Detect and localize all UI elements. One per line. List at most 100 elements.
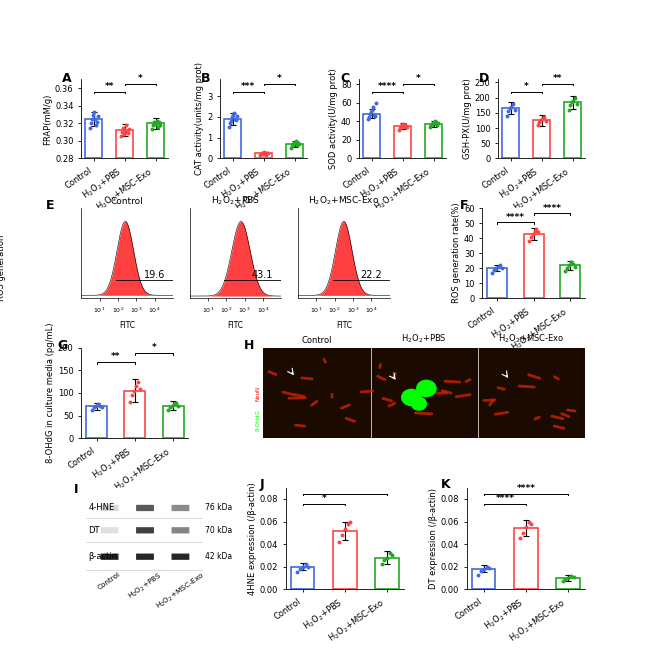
Bar xyxy=(556,578,580,589)
Text: *: * xyxy=(138,74,142,83)
Point xyxy=(150,119,161,130)
Point xyxy=(124,123,134,134)
Point xyxy=(503,106,514,117)
Point xyxy=(430,118,441,129)
Text: 43.1: 43.1 xyxy=(252,270,274,281)
Bar xyxy=(376,557,398,589)
Point xyxy=(568,95,578,106)
Text: β-actin: β-actin xyxy=(88,552,118,561)
Point xyxy=(169,399,179,410)
Point xyxy=(532,120,543,130)
X-axis label: FITC: FITC xyxy=(336,320,352,330)
Text: *: * xyxy=(151,344,156,352)
Point xyxy=(155,120,165,130)
Text: *: * xyxy=(524,82,528,91)
Point xyxy=(293,139,304,150)
Point xyxy=(521,522,531,532)
Text: ****: **** xyxy=(542,203,562,213)
Point xyxy=(131,381,141,391)
Point xyxy=(478,563,489,574)
Bar xyxy=(533,120,550,158)
Point xyxy=(428,117,439,128)
Point xyxy=(560,574,571,585)
Bar xyxy=(291,567,315,589)
FancyBboxPatch shape xyxy=(172,505,189,511)
Bar xyxy=(162,406,183,438)
Text: ***: *** xyxy=(241,82,255,91)
Bar xyxy=(502,109,519,158)
Point xyxy=(289,136,300,147)
Text: DT: DT xyxy=(88,526,100,535)
Y-axis label: 4HNE expression (/β-actin): 4HNE expression (/β-actin) xyxy=(248,482,257,594)
Point xyxy=(116,131,126,142)
Y-axis label: GSH-PX(U/mg prot): GSH-PX(U/mg prot) xyxy=(463,79,472,160)
Point xyxy=(298,561,308,572)
Point xyxy=(292,138,303,149)
Point xyxy=(570,93,580,103)
Point xyxy=(397,118,408,129)
Text: H: H xyxy=(244,339,255,352)
Text: A: A xyxy=(62,71,72,85)
Point xyxy=(226,116,236,126)
Point xyxy=(231,111,242,121)
Text: F: F xyxy=(460,199,468,212)
Point xyxy=(396,120,407,130)
Point xyxy=(231,115,241,125)
Point xyxy=(153,117,164,128)
Title: H$_2$O$_2$+PBS: H$_2$O$_2$+PBS xyxy=(211,195,260,207)
Point xyxy=(534,117,544,127)
Point xyxy=(510,105,520,115)
Point xyxy=(508,99,518,109)
Point xyxy=(337,530,347,540)
Point xyxy=(151,115,162,126)
Point xyxy=(257,148,268,159)
Text: Control: Control xyxy=(302,336,332,345)
Point xyxy=(255,149,266,160)
Circle shape xyxy=(411,397,426,410)
Bar xyxy=(124,391,146,438)
Point xyxy=(229,107,239,118)
Point xyxy=(484,563,495,573)
Point xyxy=(495,260,505,271)
Point xyxy=(367,105,377,115)
Point xyxy=(571,99,582,109)
Text: I: I xyxy=(74,483,79,496)
Title: Control: Control xyxy=(111,197,144,206)
Point xyxy=(562,263,573,273)
Point xyxy=(493,261,503,272)
Point xyxy=(167,401,177,411)
Point xyxy=(565,100,575,111)
Text: Control: Control xyxy=(98,571,122,591)
Point xyxy=(489,264,499,275)
Text: C: C xyxy=(340,71,349,85)
Text: 42 kDa: 42 kDa xyxy=(205,552,231,561)
Text: ****: **** xyxy=(517,484,536,493)
Point xyxy=(92,117,102,127)
Text: G: G xyxy=(58,339,68,352)
Text: ****: **** xyxy=(506,213,525,222)
Point xyxy=(146,123,157,134)
Point xyxy=(263,148,273,158)
Point xyxy=(537,114,547,124)
Point xyxy=(497,263,507,273)
Point xyxy=(379,555,389,565)
Y-axis label: FRAP(mM/g): FRAP(mM/g) xyxy=(43,93,52,144)
Point xyxy=(285,143,296,154)
Y-axis label: CAT activity(units/mg prot): CAT activity(units/mg prot) xyxy=(196,62,204,175)
Point xyxy=(369,111,380,121)
Point xyxy=(393,124,404,135)
Point xyxy=(566,571,576,581)
Text: ****: **** xyxy=(378,82,396,91)
Point xyxy=(287,138,298,149)
Point xyxy=(88,402,99,412)
Text: NeuN: NeuN xyxy=(255,385,260,401)
Text: 22.2: 22.2 xyxy=(360,270,382,281)
Text: **: ** xyxy=(111,352,120,361)
Point xyxy=(369,109,379,120)
Point xyxy=(365,109,375,119)
Text: B: B xyxy=(201,71,211,85)
Point xyxy=(531,224,541,234)
Text: ****: **** xyxy=(495,494,514,503)
Point xyxy=(430,116,440,126)
FancyBboxPatch shape xyxy=(136,505,154,511)
